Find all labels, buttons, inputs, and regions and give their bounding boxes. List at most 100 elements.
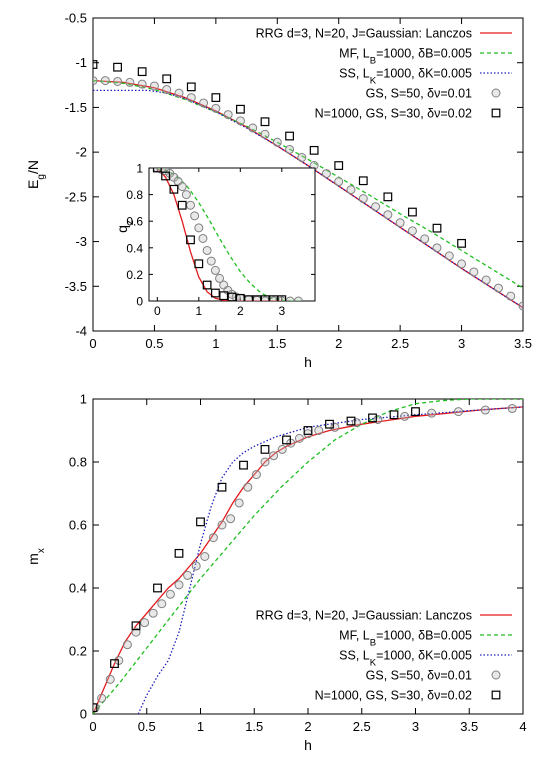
energy-plot-area [93, 60, 523, 311]
energy-series-3-point [125, 77, 135, 87]
energy-legend-label: N=1000, GS, S=30, δν=0.02 [315, 107, 472, 121]
energy-series-4-point [358, 176, 368, 186]
chart-energy: 0 0.5 1 1.5 2 2.5 3 3.5 -4 -3.5 -3 -2.5 -2 -1.5 -1 -0.5… [25, 11, 532, 371]
mag-series-4-point [260, 445, 270, 454]
inset-ytick-label: 0.8 [126, 188, 143, 202]
mag-series-3-point [217, 520, 227, 530]
inset-series-3-point [186, 235, 195, 245]
inset-series-3-point [152, 168, 162, 173]
mag-ytick-label: 0 [80, 707, 87, 722]
inset-ytick-label: 0 [136, 295, 143, 309]
energy-series-3-point [457, 259, 467, 269]
mag-series-3-point [454, 407, 463, 417]
mag-series-3-point [191, 561, 201, 571]
energy-series-4-point [383, 192, 393, 202]
energy-ytick-label: -4 [75, 324, 87, 339]
energy-series-3-point [174, 88, 184, 98]
energy-xtick-label: 1 [212, 336, 219, 351]
inset-series-2-point [177, 182, 187, 192]
inset-series-2-point [202, 245, 212, 255]
mag-series-3-point [148, 608, 158, 618]
mag-xtick-label: 3 [412, 719, 419, 734]
mag-series-3-point [314, 426, 324, 435]
inset-ytick-label: 1 [136, 162, 143, 176]
mag-series-3-point [330, 422, 340, 432]
mag-ytick-label: 0.2 [69, 644, 87, 659]
energy-series-3-point [371, 202, 381, 212]
mag-series-4-point [174, 548, 184, 558]
energy-series-3-point [93, 76, 98, 86]
mag-series-3-point [507, 403, 517, 413]
energy-series-3-point [469, 267, 479, 277]
energy-series-3-point [199, 98, 209, 108]
energy-ytick-label: -2 [75, 145, 87, 160]
inset-background [149, 168, 315, 301]
mag-xtick-label: 0.5 [138, 719, 156, 734]
energy-series-4-point [93, 60, 98, 69]
energy-series-4-point [113, 62, 122, 72]
inset-series-2-point [186, 200, 195, 210]
mag-ytick-label: 1 [80, 392, 87, 407]
energy-legend-entry: SS, LK=1000, δK=0.005 [339, 67, 512, 86]
mag-ytick-label: 0.4 [69, 581, 87, 596]
inset-xtick-label: 0 [154, 304, 161, 318]
inset-series-2-point [215, 273, 225, 283]
mag-series-3-point [234, 498, 244, 508]
mag-series-3-point [208, 533, 218, 543]
energy-series-4-point [285, 131, 294, 141]
mag-legend-label: N=1000, GS, S=30, δν=0.02 [315, 689, 472, 703]
mag-series-3-point [400, 411, 410, 421]
mag-series-3-point [303, 429, 313, 439]
energy-series-3-point [137, 79, 147, 89]
energy-series-4-point [334, 161, 344, 170]
mag-xlabel: h [304, 737, 312, 753]
energy-series-3-point [506, 291, 516, 301]
energy-series-3-point [444, 251, 454, 261]
inset-series-2-point [277, 296, 287, 301]
energy-series-3-point [407, 226, 417, 236]
energy-series-4-point [408, 207, 417, 217]
inset-series-3-point [277, 295, 287, 301]
mag-series-3-point [480, 405, 490, 415]
inset-series-2-point [260, 296, 270, 301]
energy-ytick-label: -1.5 [65, 100, 87, 115]
inset-series-2-point [210, 265, 220, 275]
energy-legend-swatch [491, 88, 501, 98]
mag-series-4-point [153, 583, 162, 593]
inset-ylabel: qz [114, 220, 136, 233]
mag-series-3-point [294, 433, 304, 443]
mag-xtick-label: 1.5 [245, 719, 263, 734]
inset-xtick-label: 2 [237, 304, 244, 318]
energy-ytick-label: -3.5 [65, 279, 87, 294]
inset-xtick-label: 1 [195, 304, 202, 318]
energy-ytick-label: -3 [75, 234, 87, 249]
inset-series-3-point [244, 295, 254, 301]
inset-series-3-point [161, 171, 171, 181]
energy-series-3-point [383, 210, 393, 220]
mag-xtick-label: 3.5 [460, 719, 478, 734]
energy-series-4-point [186, 82, 196, 92]
energy-series-3-point [297, 153, 307, 163]
energy-series-4-point [236, 104, 245, 114]
mag-ylabel: mx [25, 548, 47, 565]
mag-series-4-point [110, 659, 119, 668]
mag-xtick-label: 2 [304, 719, 311, 734]
mag-series-3-point [93, 703, 100, 713]
energy-series-3-point [285, 144, 295, 154]
energy-xtick-label: 2.5 [391, 336, 409, 351]
energy-ytick-label: -1 [75, 55, 87, 70]
mag-series-3-point [200, 552, 210, 561]
energy-legend-entry: RRG d=3, N=20, J=Gaussian: Lanczos [256, 27, 512, 41]
energy-series-4-point [457, 238, 466, 248]
mag-series-4-point [346, 416, 356, 426]
mag-xtick-label: 4 [519, 719, 526, 734]
energy-xtick-label: 3.5 [514, 336, 532, 351]
mag-series-4-point [303, 426, 313, 435]
energy-series-3-point [223, 110, 233, 120]
mag-legend-swatch [491, 670, 501, 680]
mag-xtick-label: 0 [89, 719, 96, 734]
energy-series-3-point [518, 301, 523, 311]
mag-legend-entry: GS, S=50, δν=0.01 [366, 669, 501, 683]
inset-series-2-point [198, 233, 208, 243]
mag-series-3-point [105, 674, 115, 684]
